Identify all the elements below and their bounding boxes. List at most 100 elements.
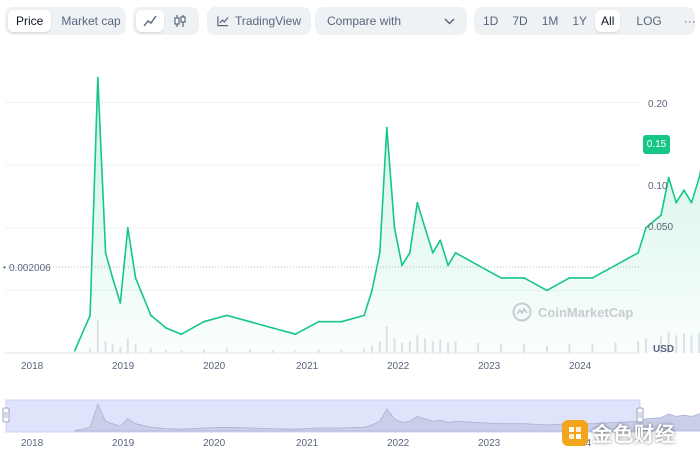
price-point (401, 264, 403, 267)
navigator-x-axis: 2018 2019 2020 2021 2022 2023 2024 (21, 438, 592, 449)
price-point (317, 320, 320, 323)
price-point (424, 226, 426, 229)
price-point (690, 201, 693, 204)
y-tick-label: 0.20 (648, 99, 668, 110)
price-point (431, 251, 434, 254)
candlestick-chart-button[interactable] (166, 10, 194, 32)
price-area-fill (74, 77, 700, 353)
price-point (378, 251, 381, 254)
price-point (645, 226, 647, 229)
price-point (416, 201, 419, 204)
line-chart-button[interactable] (136, 10, 164, 32)
y-axis: 0.20 0.10 0.050 (648, 99, 673, 233)
price-point (447, 264, 449, 267)
price-point (294, 333, 297, 336)
compare-with-dropdown[interactable]: Compare with (315, 7, 467, 35)
price-point (111, 276, 114, 279)
range-1y[interactable]: 1Y (572, 14, 588, 28)
price-chart[interactable]: • 0.002006 0.20 0.10 0.050 USD 2018 2019… (0, 55, 700, 375)
watermark-text: CoinMarketCap (538, 304, 634, 320)
price-point (126, 226, 129, 229)
more-options-button[interactable]: ··· (683, 14, 696, 28)
price-point (134, 276, 137, 279)
y-tick-label: 0.050 (648, 222, 673, 233)
price-point (385, 126, 388, 129)
range-7d[interactable]: 7D (512, 14, 528, 28)
tradingview-icon (217, 16, 229, 27)
price-point (454, 251, 457, 254)
x-tick-label: 2021 (296, 361, 319, 372)
range-1m[interactable]: 1M (541, 14, 559, 28)
navigator-tick-label: 2019 (112, 438, 135, 449)
volume-bar (73, 351, 76, 353)
currency-label: USD (653, 344, 674, 355)
coinmarketcap-logo-icon (512, 302, 532, 322)
navigator-tick-label: 2021 (296, 438, 319, 449)
x-tick-label: 2020 (203, 361, 226, 372)
price-point (637, 251, 640, 254)
x-tick-label: 2023 (478, 361, 501, 372)
price-point (667, 176, 670, 179)
price-point (500, 276, 502, 279)
chart-toolbar: Price Market cap TradingView Compare wit… (5, 7, 696, 35)
price-point (180, 333, 183, 336)
price-point (683, 189, 685, 192)
price-point (202, 320, 205, 323)
price-point (340, 320, 343, 323)
x-tick-label: 2022 (387, 361, 410, 372)
price-point (545, 289, 548, 292)
price-point (393, 226, 396, 229)
y-tick-label: 0.10 (648, 181, 668, 192)
navigator-right-handle[interactable] (636, 407, 644, 423)
navigator-tick-label: 2022 (387, 438, 410, 449)
start-price-label: 0.002006 (9, 263, 51, 274)
candlestick-icon (174, 15, 186, 27)
price-point (371, 289, 373, 292)
range-1d[interactable]: 1D (483, 14, 499, 28)
current-price-badge: 0.15 (643, 135, 670, 154)
line-chart-icon (143, 15, 157, 27)
jinse-finance-watermark: 金色财经 (562, 418, 676, 447)
price-point (568, 276, 571, 279)
price-point (614, 264, 617, 267)
x-tick-label: 2024 (569, 361, 592, 372)
tradingview-label: TradingView (234, 14, 301, 28)
chart-type-toggle (133, 7, 199, 35)
chevron-down-icon (444, 17, 455, 25)
start-price-marker: • (3, 263, 6, 272)
price-point (408, 251, 411, 254)
price-point (477, 264, 479, 267)
navigator-price-line (74, 403, 700, 432)
navigator-tick-label: 2023 (478, 438, 501, 449)
x-tick-label: 2019 (112, 361, 135, 372)
time-range-selector: 1D 7D 1M 1Y All LOG ··· (474, 7, 696, 35)
price-point (165, 327, 168, 329)
navigator-tick-label: 2018 (21, 438, 44, 449)
price-point (249, 320, 251, 323)
price-point (660, 214, 662, 217)
price-point (226, 314, 228, 317)
coinmarketcap-watermark: CoinMarketCap (512, 302, 633, 322)
price-point (73, 349, 76, 352)
tab-market-cap[interactable]: Market cap (61, 14, 121, 28)
x-tick-label: 2018 (21, 361, 44, 372)
price-point (675, 201, 678, 204)
range-navigator[interactable]: 2018 2019 2020 2021 2022 2023 2024 (0, 397, 700, 455)
log-scale-button[interactable]: LOG (636, 14, 662, 28)
tab-price[interactable]: Price (8, 10, 52, 32)
navigator-tick-label: 2020 (203, 438, 226, 449)
tradingview-button[interactable]: TradingView (207, 7, 311, 35)
range-all[interactable]: All (595, 10, 621, 32)
price-point (89, 314, 91, 317)
x-axis: 2018 2019 2020 2021 2022 2023 2024 (21, 361, 592, 372)
price-point (104, 251, 107, 254)
jinse-watermark-text: 金色财经 (592, 422, 676, 446)
jinse-logo-icon (562, 419, 588, 446)
price-point (363, 314, 366, 317)
compare-with-label: Compare with (327, 14, 402, 28)
price-marketcap-toggle: Price Market cap (5, 7, 126, 35)
navigator-left-handle[interactable] (2, 407, 10, 423)
price-point (271, 327, 274, 329)
price-point (523, 276, 526, 279)
price-point (119, 302, 122, 304)
